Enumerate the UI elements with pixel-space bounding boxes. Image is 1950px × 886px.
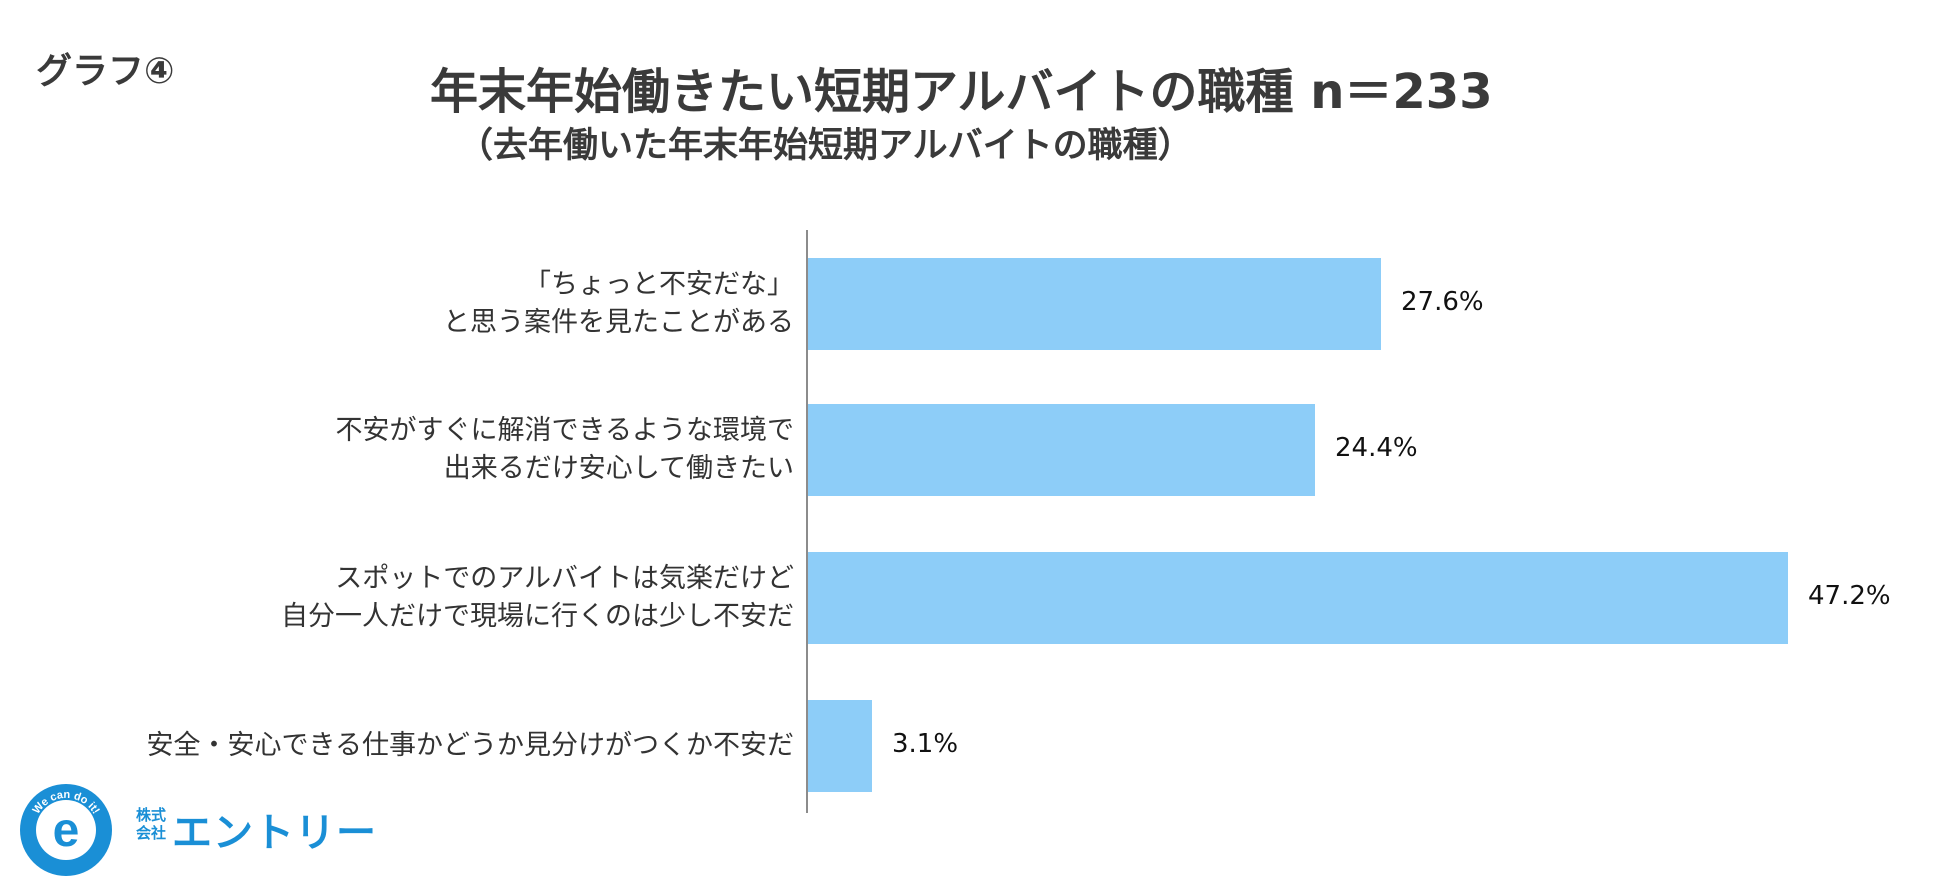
category-label-line: スポットでのアルバイトは気楽だけど <box>335 563 794 594</box>
category-label-line: と思う案件を見たことがある <box>443 307 794 338</box>
y-axis-line <box>806 230 808 813</box>
chart-subtitle: （去年働いた年末年始短期アルバイトの職種） <box>458 126 1193 166</box>
chart-title: 年末年始働きたい短期アルバイトの職種 n＝233 <box>430 64 1493 120</box>
logo-letter: e <box>53 804 80 857</box>
bar-value-label: 24.4% <box>1335 433 1418 463</box>
bar <box>808 404 1315 496</box>
bar <box>808 552 1788 644</box>
graph-number: グラフ④ <box>36 51 175 92</box>
category-label: スポットでのアルバイトは気楽だけど自分一人だけで現場に行くのは少し不安だ <box>34 560 794 636</box>
bar-value-label: 47.2% <box>1808 581 1891 611</box>
category-label: 不安がすぐに解消できるような環境で出来るだけ安心して働きたい <box>34 412 794 488</box>
logo-ring-bottom-text: ENTRY <box>47 846 85 862</box>
category-label: 安全・安心できる仕事かどうか見分けがつくか不安だ <box>34 727 794 765</box>
category-label: 「ちょっと不安だな」と思う案件を見たことがある <box>34 266 794 342</box>
company-name: エントリー <box>172 810 377 856</box>
svg-text:ENTRY: ENTRY <box>47 846 85 862</box>
company-prefix: 株式会社 <box>136 806 167 842</box>
bar <box>808 258 1381 350</box>
category-label-line: 不安がすぐに解消できるような環境で <box>335 415 794 446</box>
bar-value-label: 27.6% <box>1401 287 1484 317</box>
category-label-line: 自分一人だけで現場に行くのは少し不安だ <box>281 601 794 632</box>
category-label-line: 安全・安心できる仕事かどうか見分けがつくか不安だ <box>146 730 794 761</box>
entry-logo-icon: We can do it! ENTRY e <box>20 784 112 876</box>
category-label-line: 「ちょっと不安だな」 <box>524 269 794 300</box>
bar-value-label: 3.1% <box>892 729 959 759</box>
category-label-line: 出来るだけ安心して働きたい <box>443 453 794 484</box>
bar <box>808 700 872 792</box>
